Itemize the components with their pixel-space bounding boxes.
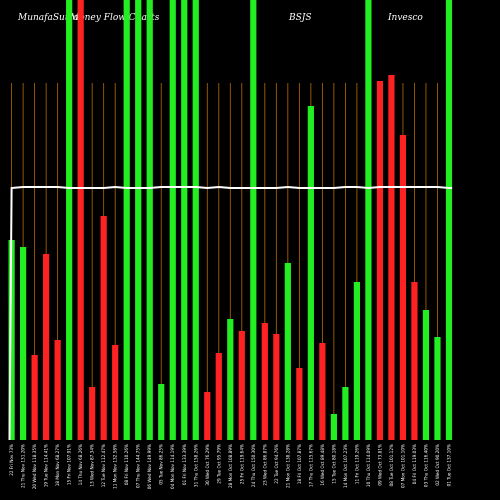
x-tick-label: 01 Tue Oct 137.10% xyxy=(446,444,451,486)
x-tick-label: 15 Fri Nov 107.91% xyxy=(67,444,72,485)
bar xyxy=(54,340,61,440)
x-tick-label: 08 Fri Nov 110.26% xyxy=(124,444,129,485)
bar xyxy=(250,0,257,440)
x-tick-label: 08 Tue Oct 101.12% xyxy=(389,444,394,486)
bar xyxy=(365,0,372,440)
bar xyxy=(330,414,337,440)
bar xyxy=(353,282,360,440)
bar xyxy=(434,337,441,440)
bar xyxy=(411,282,418,440)
x-tick-label: 09 Wed Oct 73.81% xyxy=(377,444,382,486)
bar xyxy=(100,216,107,440)
x-tick-label: 29 Tue Oct 95.79% xyxy=(216,444,221,484)
x-tick-label: 11 Fri Oct 119.26% xyxy=(354,444,359,484)
x-tick-label: 19 Tue Nov 114.41% xyxy=(44,444,49,487)
bar xyxy=(43,254,50,440)
bar xyxy=(261,323,268,440)
bar xyxy=(112,345,119,440)
x-tick-label: 21 Thu Nov 131.20% xyxy=(21,444,26,488)
bar xyxy=(422,310,430,440)
bar xyxy=(307,106,314,440)
x-tick-label: 16 Wed Oct 89.48% xyxy=(320,444,325,486)
bar xyxy=(77,0,84,440)
x-tick-label: 04 Mon Nov 114.19% xyxy=(170,444,175,489)
x-tick-label: 10 Thu Oct 114.09% xyxy=(366,444,371,487)
bar xyxy=(192,0,199,440)
x-tick-label: 17 Thu Oct 115.67% xyxy=(308,444,313,487)
bar xyxy=(215,353,222,440)
x-tick-label: 13 Wed Nov 87.34% xyxy=(90,444,95,487)
bar-layer xyxy=(8,0,453,440)
x-tick-label: 24 Thu Oct 150.30% xyxy=(251,444,256,487)
bar xyxy=(169,0,176,440)
x-tick-label: 30 Wed Oct 76.29% xyxy=(205,444,210,486)
chart-name: Money Flow Charts xyxy=(70,13,160,23)
x-tick-label: 07 Mon Oct 101.10% xyxy=(400,444,405,488)
x-tick-label: 31 Thu Oct 158.26% xyxy=(193,444,198,487)
bar xyxy=(89,387,96,440)
x-tick-label: 04 Fri Oct 119.03% xyxy=(412,444,417,484)
company-label: Invesco xyxy=(388,13,423,23)
bar xyxy=(445,0,453,440)
bar xyxy=(319,343,326,440)
x-tick-label: 12 Tue Nov 112.47% xyxy=(101,444,106,487)
bar xyxy=(31,355,38,440)
bar xyxy=(284,263,291,440)
x-tick-label: 07 Thu Nov 144.75% xyxy=(136,444,141,488)
bar xyxy=(296,368,303,440)
x-tick-label: 22 Tue Oct 94.76% xyxy=(274,444,279,484)
bar xyxy=(158,384,165,440)
x-tick-label: 23 Wed Oct 86.87% xyxy=(262,444,267,486)
x-tick-label: 22 Fri Nov 73% xyxy=(9,444,14,476)
x-tick-label: 06 Wed Nov 149.99% xyxy=(147,444,152,489)
bar xyxy=(135,0,142,440)
x-tick-label: 14 Mon Oct 107.23% xyxy=(343,444,348,488)
x-tick-label: 03 Thu Oct 116.40% xyxy=(423,444,428,487)
x-tick-label: 25 Fri Oct 119.64% xyxy=(239,444,244,484)
bar xyxy=(238,331,245,440)
bar xyxy=(399,135,407,440)
money-flow-line xyxy=(8,185,453,441)
x-tick-label: 15 Tue Oct 80.18% xyxy=(331,444,336,484)
x-tick-label: 01 Fri Nov 133.39% xyxy=(182,444,187,485)
bar xyxy=(8,240,15,440)
x-tick-label: 18 Mon Nov 68.27% xyxy=(55,444,60,486)
bar xyxy=(388,75,395,440)
x-tick-label: 28 Mon Oct 108.89% xyxy=(228,444,233,488)
bar xyxy=(181,0,188,440)
bar xyxy=(123,0,130,440)
x-tick-label: 14 Thu Nov 68.26% xyxy=(78,444,83,485)
x-tick-label: 11 Mon Nov 132.58% xyxy=(113,444,118,489)
bar xyxy=(273,334,280,440)
bar xyxy=(376,81,384,440)
x-tick-label: 21 Mon Oct 138.28% xyxy=(285,444,290,488)
bar xyxy=(66,0,73,440)
line-layer xyxy=(8,185,453,441)
bar xyxy=(227,319,234,440)
x-tick-label: 20 Wed Nov 118.35% xyxy=(32,444,37,489)
bar xyxy=(146,0,153,440)
x-tick-label: 05 Tue Nov 86.25% xyxy=(159,444,164,485)
site-name: MunafaSutra xyxy=(18,13,79,23)
bar xyxy=(204,392,211,440)
bar xyxy=(342,387,349,440)
bar xyxy=(20,247,27,440)
x-tick-label: 02 Wed Oct 90.20% xyxy=(435,444,440,486)
x-axis-labels: 22 Fri Nov 73% 21 Thu Nov 131.20% 20 Wed N… xyxy=(9,444,451,489)
symbol-label: BSJS xyxy=(289,13,312,23)
x-tick-label: 18 Fri Oct 107.87% xyxy=(297,444,302,484)
